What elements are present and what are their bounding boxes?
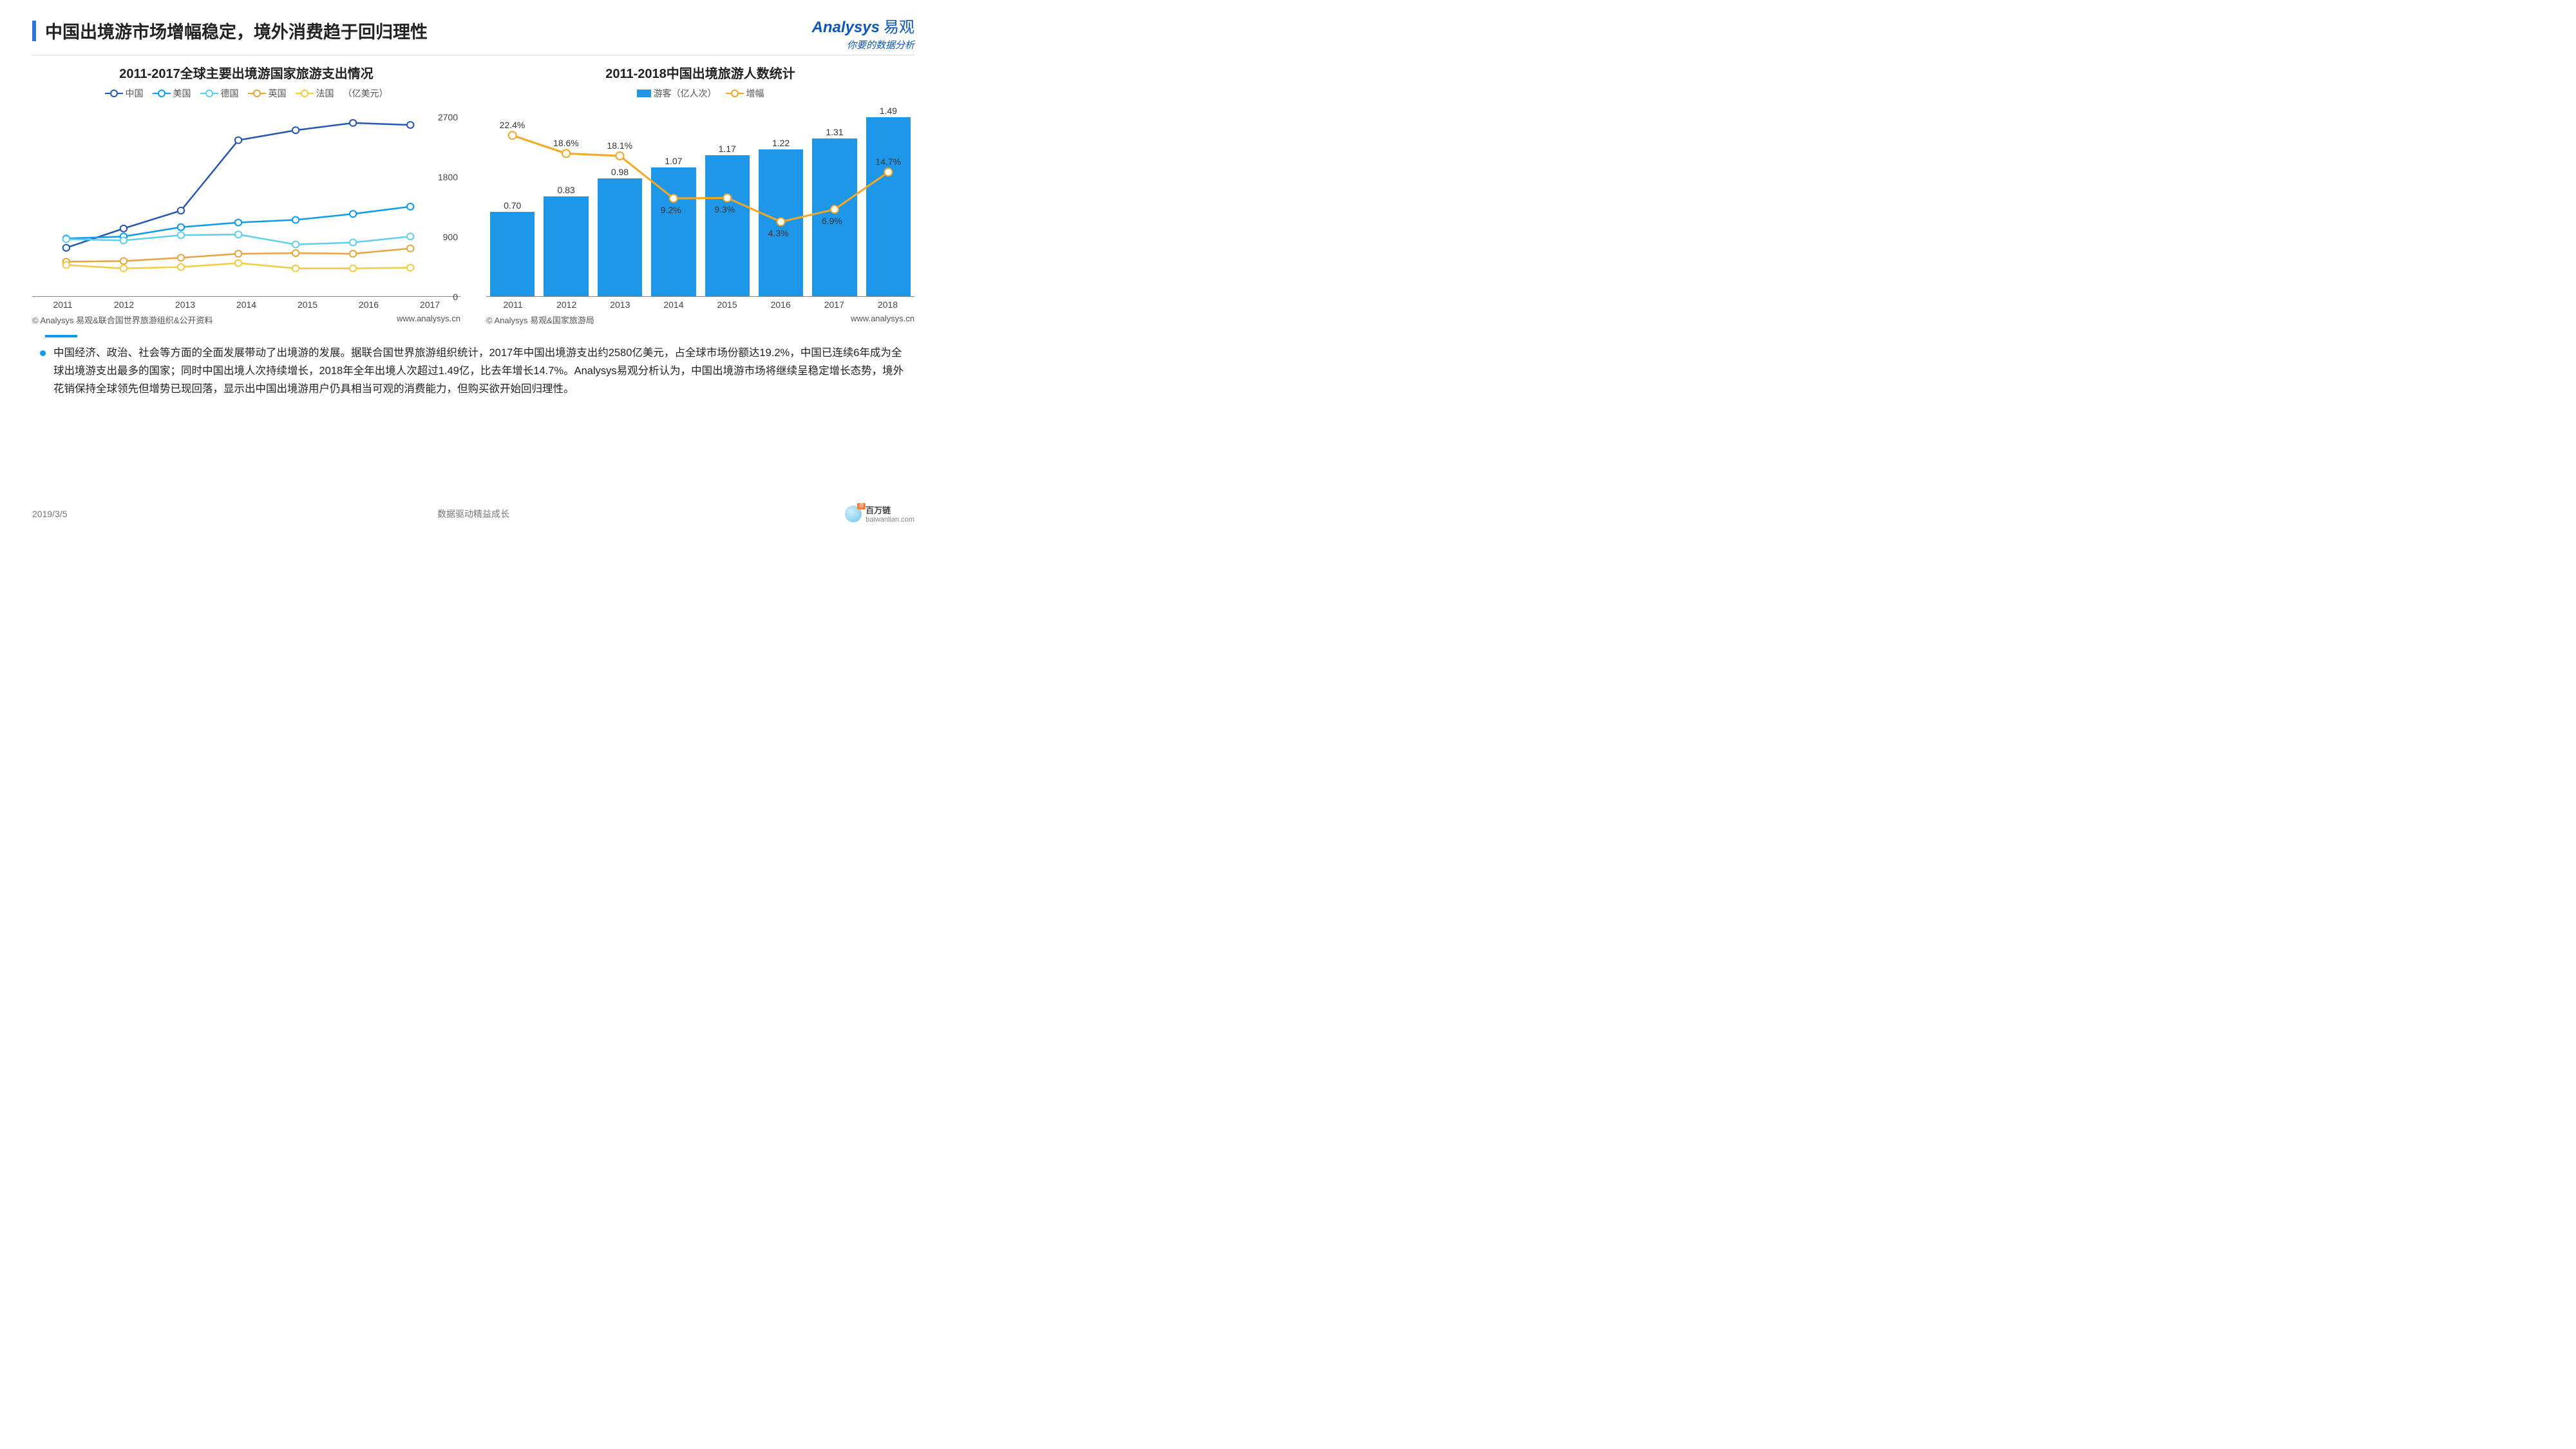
growth-label: 9.2% — [661, 205, 681, 215]
bullet-icon — [40, 350, 46, 356]
brand-logo: Analysys易观 — [812, 14, 914, 37]
charts-row: 2011-2017全球主要出境游国家旅游支出情况 中国美国德国英国法国 （亿美元）… — [0, 55, 947, 326]
chart-left-plot: 090018002700 — [32, 104, 460, 297]
chart-right-legend: 游客（亿人次） 增幅 — [486, 87, 914, 100]
brand-logo-cn: 易观 — [884, 19, 914, 36]
chart-left-legend: 中国美国德国英国法国 （亿美元） — [32, 87, 460, 100]
x-label: 2012 — [540, 299, 593, 310]
x-label: 2015 — [701, 299, 754, 310]
chart-right: 2011-2018中国出境旅游人数统计 游客（亿人次） 增幅 0.70 0.83… — [486, 63, 914, 326]
x-label: 2013 — [593, 299, 647, 310]
y-tick: 0 — [453, 292, 460, 302]
footer-date: 2019/3/5 — [32, 509, 68, 519]
x-label: 2012 — [93, 299, 155, 310]
title-accent-bar — [32, 21, 36, 41]
legend-item-china: 中国 — [105, 87, 144, 100]
chart-left: 2011-2017全球主要出境游国家旅游支出情况 中国美国德国英国法国 （亿美元）… — [32, 63, 460, 326]
x-label: 2017 — [808, 299, 861, 310]
x-label: 2017 — [399, 299, 460, 310]
chart-right-source-url: www.analysys.cn — [851, 314, 914, 326]
y-tick: 2700 — [438, 112, 460, 122]
chart-left-source: © Analysys 易观&联合国世界旅游组织&公开资料 www.analysy… — [32, 314, 460, 326]
footer-logo: 荐 百万链 baiwanlian.com — [845, 504, 914, 524]
chart-right-plot: 0.70 0.83 0.98 1.07 1.17 1.22 1.31 1.49 … — [486, 104, 914, 297]
page-title: 中国出境游市场增幅稳定，境外消费趋于回归理性 — [45, 18, 428, 43]
y-tick: 1800 — [438, 172, 460, 182]
chart-right-xaxis: 20112012201320142015201620172018 — [486, 297, 914, 310]
x-label: 2015 — [277, 299, 338, 310]
body-paragraph: 中国经济、政治、社会等方面的全面发展带动了出境游的发展。据联合国世界旅游组织统计… — [0, 344, 947, 398]
x-label: 2013 — [155, 299, 216, 310]
brand-block: Analysys易观 你要的数据分析 — [812, 14, 914, 52]
legend-item-usa: 美国 — [153, 87, 191, 100]
x-label: 2011 — [32, 299, 93, 310]
chart-left-source-url: www.analysys.cn — [397, 314, 460, 326]
footer: 2019/3/5 数据驱动精益成长 荐 百万链 baiwanlian.com — [0, 504, 947, 524]
x-label: 2014 — [647, 299, 700, 310]
growth-label: 18.1% — [607, 140, 632, 151]
x-label: 2018 — [861, 299, 914, 310]
x-label: 2011 — [486, 299, 540, 310]
chart-right-title: 2011-2018中国出境旅游人数统计 — [486, 63, 914, 82]
growth-label: 9.3% — [714, 204, 735, 214]
accent-underline — [45, 335, 77, 337]
y-tick: 900 — [443, 232, 460, 242]
legend-bar: 游客（亿人次） — [637, 87, 717, 100]
x-label: 2016 — [754, 299, 808, 310]
chart-right-source-text: © Analysys 易观&国家旅游局 — [486, 314, 594, 326]
header: 中国出境游市场增幅稳定，境外消费趋于回归理性 — [0, 0, 947, 50]
legend-growth-swatch — [726, 93, 744, 94]
chart-left-title: 2011-2017全球主要出境游国家旅游支出情况 — [32, 63, 460, 82]
growth-label: 22.4% — [500, 120, 526, 130]
chart-right-svg — [486, 104, 914, 296]
growth-label: 14.7% — [875, 156, 901, 167]
footer-brand-sub: baiwanlian.com — [866, 516, 914, 524]
x-label: 2014 — [216, 299, 277, 310]
legend-item-uk: 英国 — [248, 87, 287, 100]
legend-growth: 增幅 — [726, 87, 764, 100]
footer-logo-badge: 荐 — [857, 503, 866, 509]
body-text-content: 中国经济、政治、社会等方面的全面发展带动了出境游的发展。据联合国世界旅游组织统计… — [53, 344, 907, 398]
legend-item-germany: 德国 — [200, 87, 239, 100]
growth-label: 18.6% — [553, 138, 579, 148]
brand-logo-en: Analysys — [812, 19, 880, 36]
legend-bar-label: 游客（亿人次） — [654, 87, 717, 100]
growth-label: 6.9% — [822, 216, 842, 226]
chart-left-xaxis: 2011201220132014201520162017 — [32, 297, 460, 310]
chart-left-svg — [32, 104, 460, 296]
legend-item-france: 法国 — [296, 87, 334, 100]
footer-logo-text: 百万链 baiwanlian.com — [866, 504, 914, 524]
chart-left-source-text: © Analysys 易观&联合国世界旅游组织&公开资料 — [32, 314, 213, 326]
footer-brand: 百万链 — [866, 504, 914, 516]
x-label: 2016 — [338, 299, 399, 310]
brand-tagline: 你要的数据分析 — [812, 38, 914, 52]
chart-right-source: © Analysys 易观&国家旅游局 www.analysys.cn — [486, 314, 914, 326]
growth-label: 4.3% — [768, 228, 789, 238]
legend-bar-swatch — [637, 90, 651, 97]
legend-growth-label: 增幅 — [746, 87, 764, 100]
legend-unit: （亿美元） — [343, 87, 388, 100]
footer-logo-icon: 荐 — [845, 506, 862, 522]
footer-tagline: 数据驱动精益成长 — [437, 507, 509, 520]
